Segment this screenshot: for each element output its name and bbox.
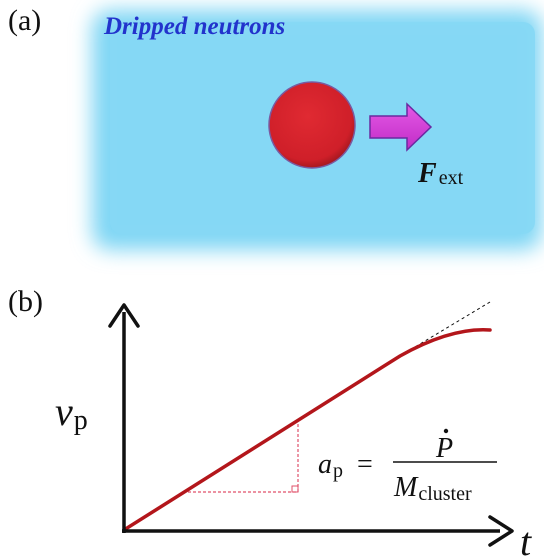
acceleration-subscript: p: [333, 460, 343, 482]
panel-b: vp t ap = P Mcluster: [55, 301, 532, 557]
acceleration-lhs: ap: [318, 449, 343, 482]
panel-b-label: (b): [8, 285, 43, 318]
acceleration-symbol: a: [318, 449, 332, 480]
fluid-label: Dripped neutrons: [103, 13, 285, 40]
formula-numerator: P: [435, 433, 453, 464]
denominator-subscript: cluster: [418, 483, 472, 505]
y-axis-arrowhead-icon: [108, 303, 140, 328]
cluster-ball: [268, 81, 356, 169]
formula-denominator: Mcluster: [393, 472, 472, 505]
velocity-curve: [122, 328, 492, 532]
right-angle-marker: [291, 485, 299, 493]
numerator-dot: [443, 428, 449, 434]
x-axis-arrowhead-icon: [488, 515, 514, 547]
force-subscript: ext: [439, 167, 464, 189]
panel-a-label: (a): [8, 4, 42, 37]
force-symbol: F: [417, 158, 437, 189]
x-axis-label: t: [520, 519, 532, 557]
y-axis-label: vp: [55, 389, 88, 436]
force-arrow-icon: [369, 102, 433, 152]
denominator-symbol: M: [393, 472, 419, 503]
y-axis-symbol: v: [55, 389, 73, 434]
y-axis-subscript: p: [74, 405, 88, 436]
formula-equals: =: [357, 449, 373, 480]
